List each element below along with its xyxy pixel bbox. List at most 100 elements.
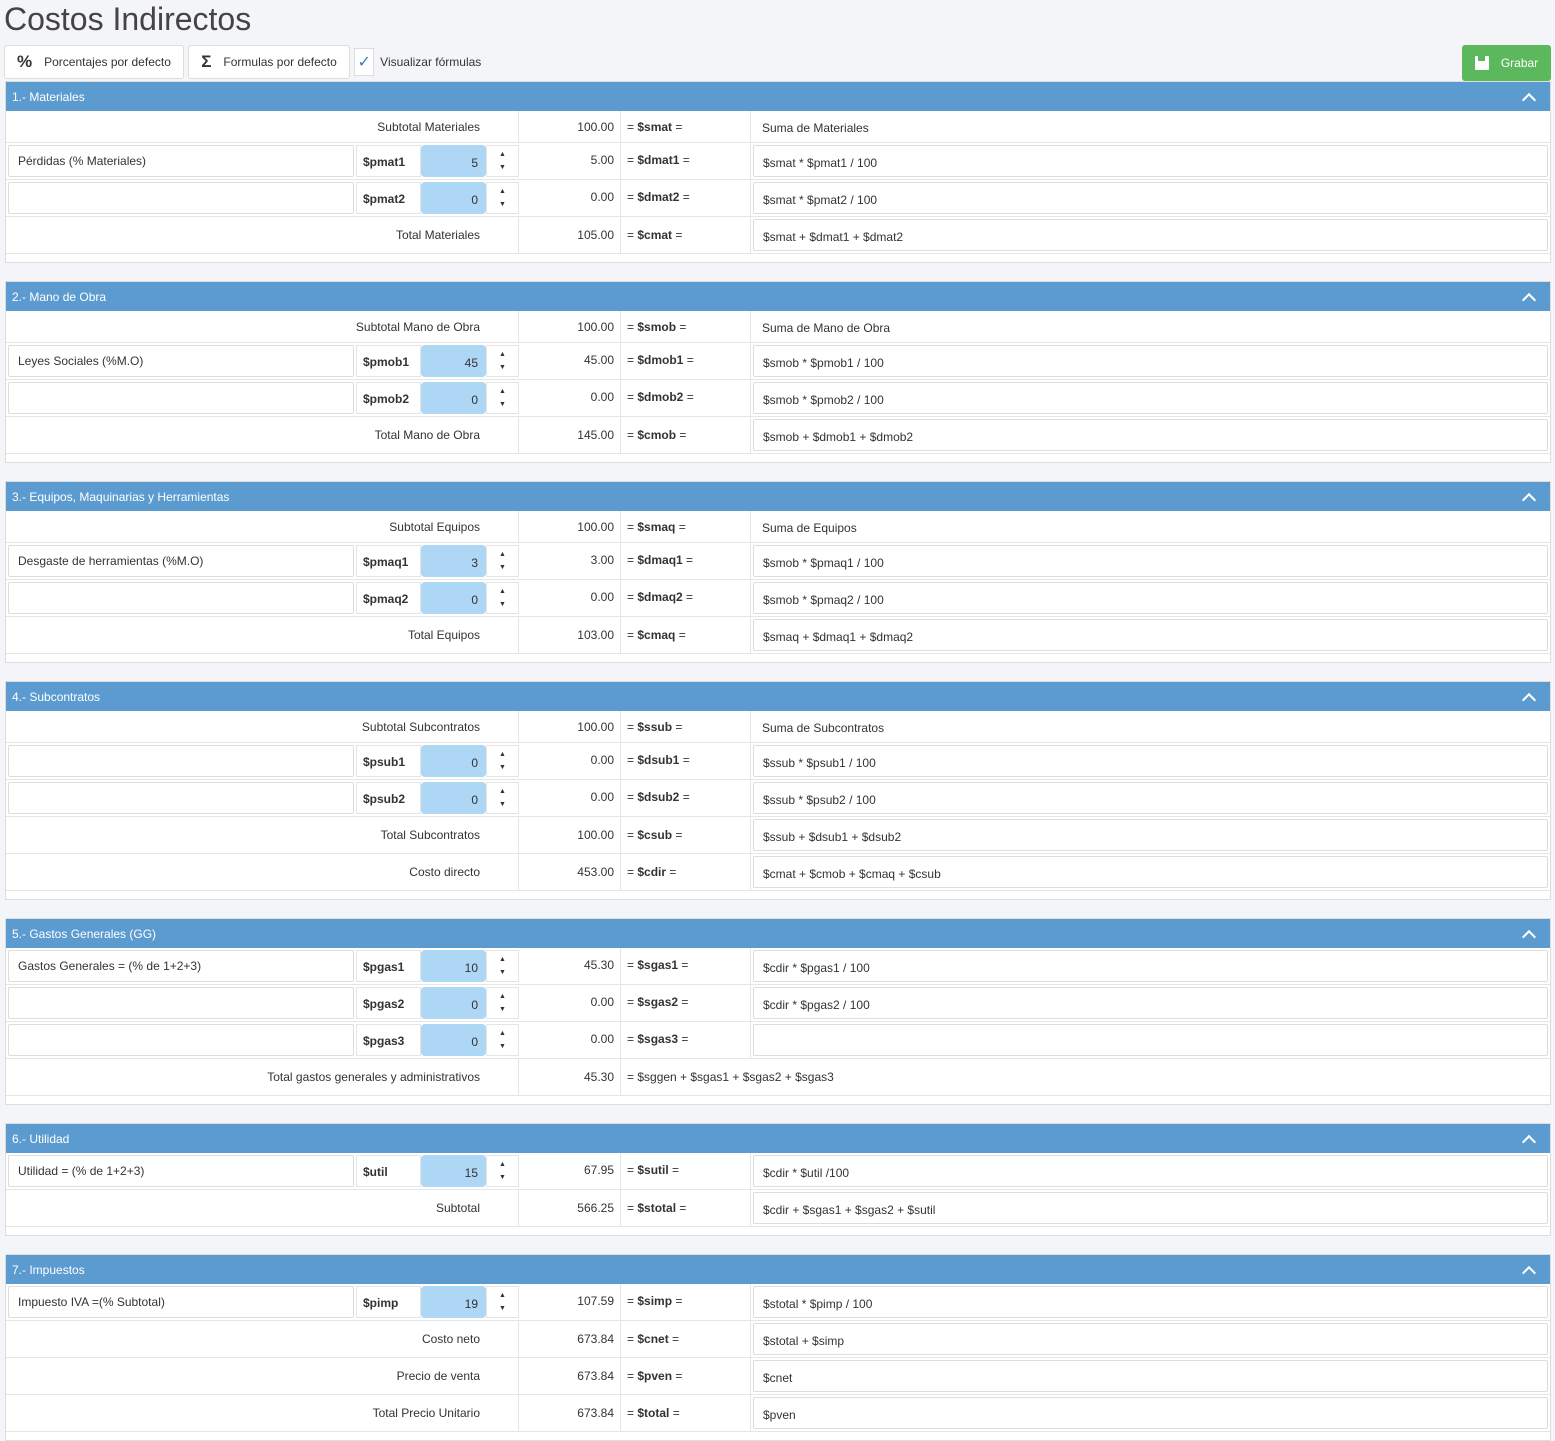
default-formulas-button[interactable]: Σ Formulas por defecto [188,45,350,79]
chevron-up-icon[interactable] [1521,292,1537,307]
formula-field[interactable]: $cnet [753,1360,1548,1392]
formula-field[interactable]: $cdir * $pgas1 / 100 [753,950,1548,982]
percent-input[interactable]: 45 [421,345,486,377]
description-field[interactable] [8,1024,354,1056]
formula-field[interactable]: $smob * $pmob1 / 100 [753,345,1548,377]
spin-down-icon[interactable]: ▼ [499,801,506,808]
spin-down-icon[interactable]: ▼ [499,1006,506,1013]
formula-field[interactable]: $stotal + $simp [753,1323,1548,1355]
number-spinner[interactable]: ▲ ▼ [486,1155,519,1187]
formula-field[interactable]: $cmat + $cmob + $cmaq + $csub [753,856,1548,888]
description-field[interactable] [8,382,354,414]
formula-field[interactable] [753,1024,1548,1056]
formula-field[interactable]: $cdir + $sgas1 + $sgas2 + $sutil [753,1192,1548,1224]
description-field[interactable] [8,182,354,214]
percent-input[interactable]: 0 [421,1024,486,1056]
percent-input[interactable]: 15 [421,1155,486,1187]
formula-field[interactable]: $smob * $pmob2 / 100 [753,382,1548,414]
formula-field[interactable]: $smob * $pmaq2 / 100 [753,582,1548,614]
spin-down-icon[interactable]: ▼ [499,364,506,371]
spin-down-icon[interactable]: ▼ [499,601,506,608]
section-header[interactable]: 7.- Impuestos [6,1255,1550,1284]
spin-up-icon[interactable]: ▲ [499,588,506,595]
spin-down-icon[interactable]: ▼ [499,164,506,171]
checkbox-checked-icon[interactable]: ✓ [354,48,375,76]
description-field[interactable]: Impuesto IVA =(% Subtotal) [8,1286,354,1318]
spin-down-icon[interactable]: ▼ [499,564,506,571]
percent-input[interactable]: 5 [421,145,486,177]
percent-input[interactable]: 0 [421,782,486,814]
formula-field[interactable]: $stotal * $pimp / 100 [753,1286,1548,1318]
description-field[interactable]: Pérdidas (% Materiales) [8,145,354,177]
spin-up-icon[interactable]: ▲ [499,1030,506,1037]
section-header[interactable]: 3.- Equipos, Maquinarias y Herramientas [6,482,1550,511]
spin-up-icon[interactable]: ▲ [499,551,506,558]
formula-field[interactable]: $cdir * $pgas2 / 100 [753,987,1548,1019]
default-percentages-button[interactable]: % Porcentajes por defecto [4,45,184,79]
number-spinner[interactable]: ▲ ▼ [486,1024,519,1056]
chevron-up-icon[interactable] [1521,92,1537,107]
spin-up-icon[interactable]: ▲ [499,151,506,158]
section-header[interactable]: 6.- Utilidad [6,1124,1550,1153]
section-header[interactable]: 2.- Mano de Obra [6,282,1550,311]
spin-down-icon[interactable]: ▼ [499,1043,506,1050]
number-spinner[interactable]: ▲ ▼ [486,1286,519,1318]
section-header[interactable]: 1.- Materiales [6,82,1550,111]
chevron-up-icon[interactable] [1521,1134,1537,1149]
percent-input[interactable]: 0 [421,582,486,614]
formula-field[interactable]: $smat + $dmat1 + $dmat2 [753,219,1548,251]
percent-input[interactable]: 0 [421,182,486,214]
percent-input[interactable]: 0 [421,382,486,414]
show-formulas-toggle[interactable]: ✓ Visualizar fórmulas [354,45,481,79]
number-spinner[interactable]: ▲ ▼ [486,582,519,614]
spin-down-icon[interactable]: ▼ [499,201,506,208]
chevron-up-icon[interactable] [1521,929,1537,944]
formula-field[interactable]: $ssub + $dsub1 + $dsub2 [753,819,1548,851]
spin-down-icon[interactable]: ▼ [499,1174,506,1181]
spin-down-icon[interactable]: ▼ [499,401,506,408]
number-spinner[interactable]: ▲ ▼ [486,745,519,777]
spin-up-icon[interactable]: ▲ [499,993,506,1000]
save-button[interactable]: Grabar [1462,45,1551,81]
spin-down-icon[interactable]: ▼ [499,969,506,976]
description-field[interactable] [8,987,354,1019]
chevron-up-icon[interactable] [1521,1265,1537,1280]
formula-field[interactable]: $smob * $pmaq1 / 100 [753,545,1548,577]
formula-field[interactable]: $smat * $pmat1 / 100 [753,145,1548,177]
number-spinner[interactable]: ▲ ▼ [486,782,519,814]
description-field[interactable] [8,582,354,614]
description-field[interactable] [8,745,354,777]
description-field[interactable] [8,782,354,814]
spin-up-icon[interactable]: ▲ [499,956,506,963]
number-spinner[interactable]: ▲ ▼ [486,950,519,982]
description-field[interactable]: Utilidad = (% de 1+2+3) [8,1155,354,1187]
chevron-up-icon[interactable] [1521,692,1537,707]
number-spinner[interactable]: ▲ ▼ [486,182,519,214]
spin-down-icon[interactable]: ▼ [499,1305,506,1312]
spin-up-icon[interactable]: ▲ [499,1161,506,1168]
formula-field[interactable]: $smob + $dmob1 + $dmob2 [753,419,1548,451]
spin-down-icon[interactable]: ▼ [499,764,506,771]
spin-up-icon[interactable]: ▲ [499,751,506,758]
percent-input[interactable]: 3 [421,545,486,577]
section-header[interactable]: 5.- Gastos Generales (GG) [6,919,1550,948]
spin-up-icon[interactable]: ▲ [499,188,506,195]
description-field[interactable]: Gastos Generales = (% de 1+2+3) [8,950,354,982]
number-spinner[interactable]: ▲ ▼ [486,545,519,577]
spin-up-icon[interactable]: ▲ [499,388,506,395]
spin-up-icon[interactable]: ▲ [499,351,506,358]
spin-up-icon[interactable]: ▲ [499,788,506,795]
formula-field[interactable]: $ssub * $psub2 / 100 [753,782,1548,814]
number-spinner[interactable]: ▲ ▼ [486,145,519,177]
percent-input[interactable]: 0 [421,987,486,1019]
percent-input[interactable]: 10 [421,950,486,982]
percent-input[interactable]: 19 [421,1286,486,1318]
formula-field[interactable]: $smat * $pmat2 / 100 [753,182,1548,214]
number-spinner[interactable]: ▲ ▼ [486,345,519,377]
number-spinner[interactable]: ▲ ▼ [486,987,519,1019]
formula-field[interactable]: $cdir * $util /100 [753,1155,1548,1187]
number-spinner[interactable]: ▲ ▼ [486,382,519,414]
section-header[interactable]: 4.- Subcontratos [6,682,1550,711]
spin-up-icon[interactable]: ▲ [499,1292,506,1299]
formula-field[interactable]: $smaq + $dmaq1 + $dmaq2 [753,619,1548,651]
